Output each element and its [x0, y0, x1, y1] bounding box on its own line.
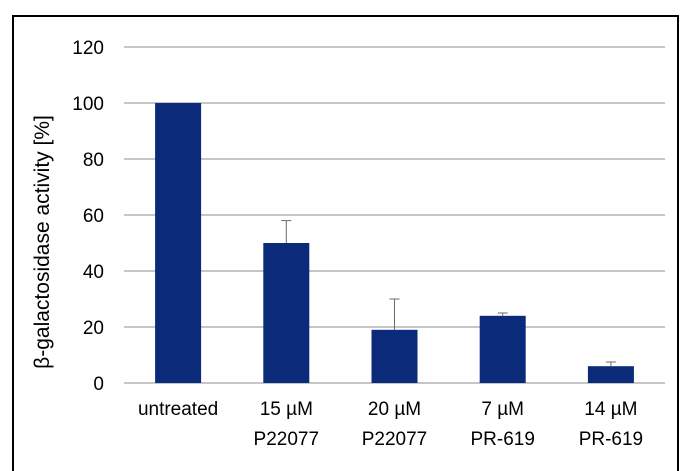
x-category-label: P22077 [362, 429, 428, 450]
bars [155, 103, 634, 383]
y-tick-label: 40 [83, 262, 104, 283]
y-tick-label: 20 [83, 318, 104, 339]
y-tick-label: 60 [83, 206, 104, 227]
bar [479, 315, 526, 383]
x-category-label: 20 µM [368, 399, 421, 420]
error-bars [281, 220, 616, 367]
x-category-label: 14 µM [584, 399, 637, 420]
y-tick-labels: 0 20 40 60 80 100 120 [72, 38, 104, 395]
x-category-label: PR-619 [579, 429, 643, 450]
x-category-labels: untreated 15 µM P22077 20 µM P22077 7 µM PR-61… [138, 399, 643, 450]
gridlines [124, 46, 665, 384]
y-axis-title: β-galactosidase activity [%] [31, 115, 54, 369]
y-tick-label: 120 [72, 38, 104, 59]
x-category-label: P22077 [254, 429, 320, 450]
y-tick-label: 0 [93, 374, 104, 395]
bar [155, 103, 202, 383]
x-category-label: untreated [138, 399, 218, 420]
bar [263, 243, 310, 383]
x-category-label: PR-619 [470, 429, 534, 450]
x-category-label: 15 µM [260, 399, 313, 420]
chart-border [12, 15, 679, 471]
y-tick-label: 100 [72, 94, 104, 115]
y-tick-label: 80 [83, 150, 104, 171]
bar [587, 366, 634, 383]
x-category-label: 7 µM [481, 399, 524, 420]
bar [371, 329, 418, 383]
